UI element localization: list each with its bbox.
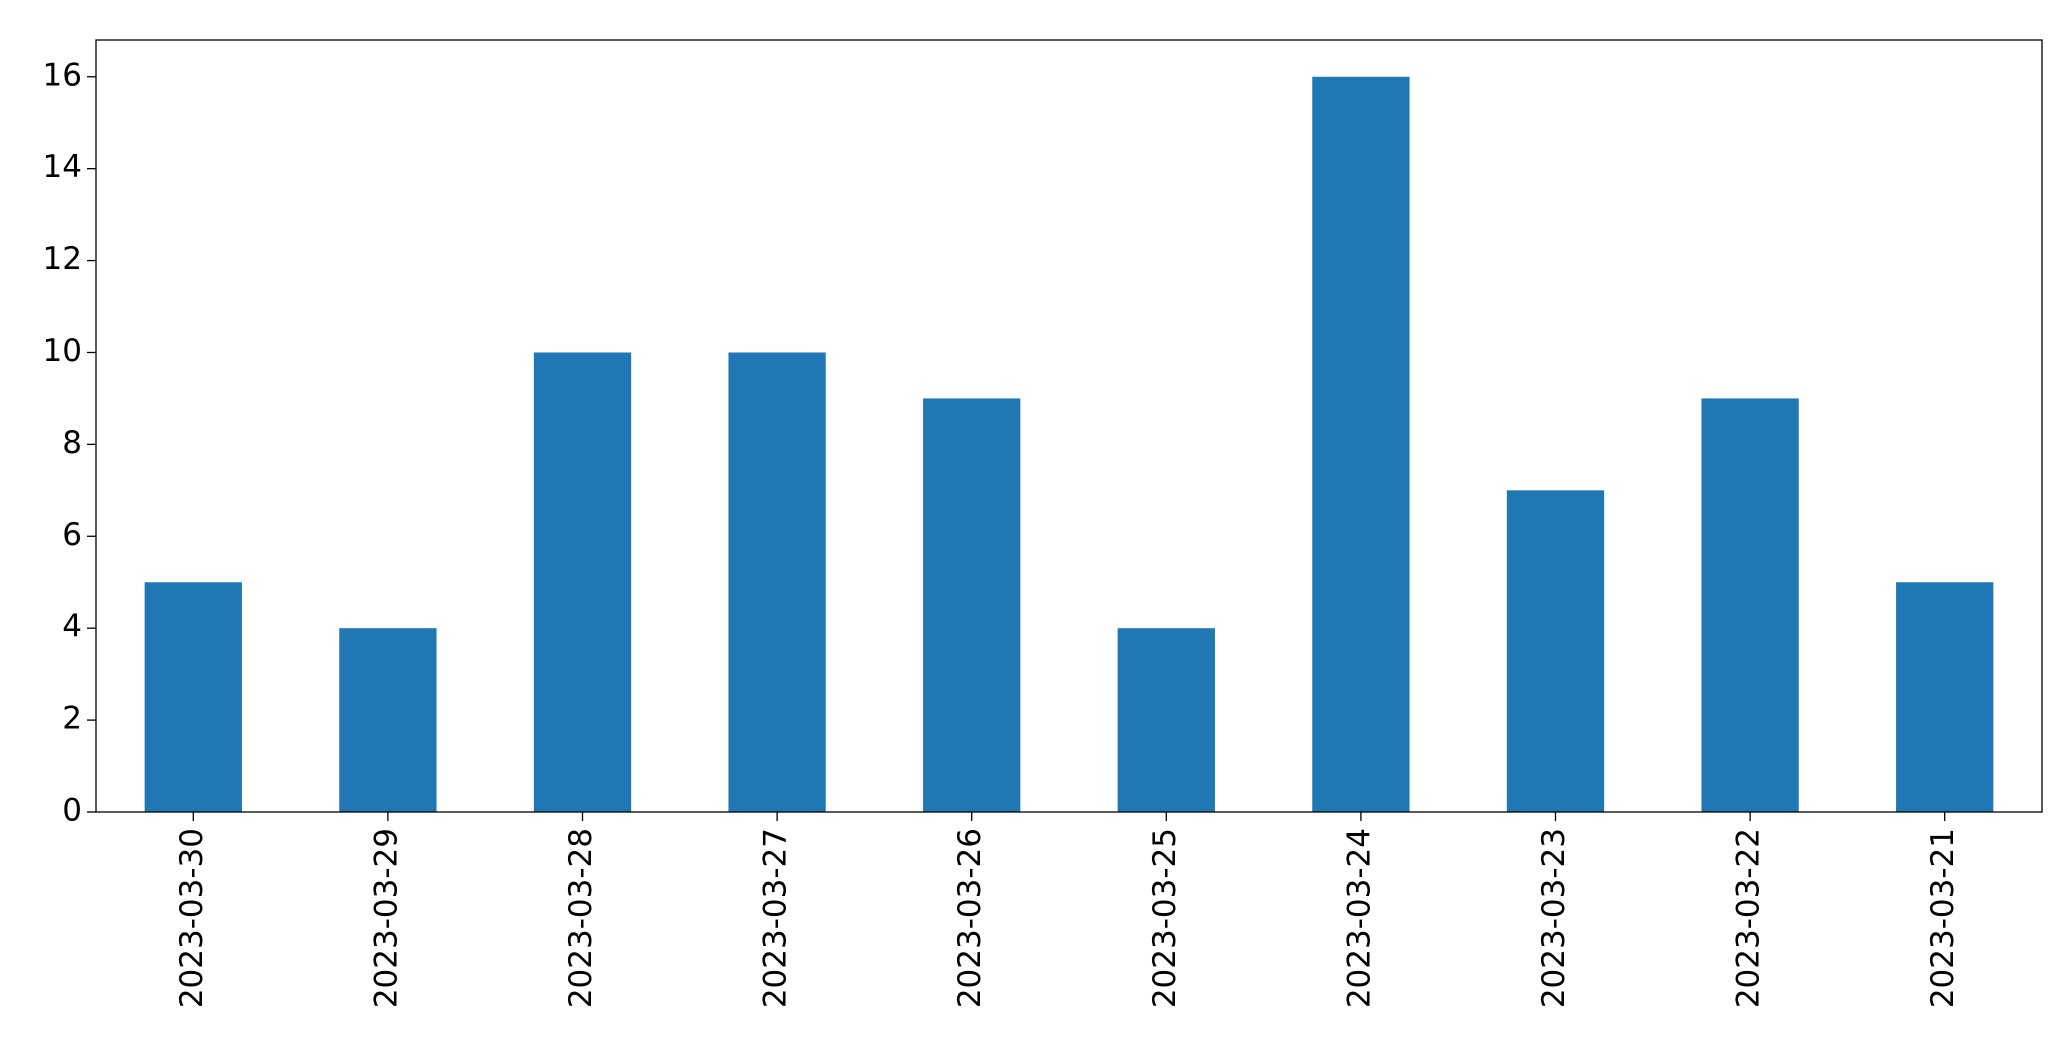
x-tick-label: 2023-03-26	[952, 828, 988, 1008]
bar	[923, 398, 1021, 812]
y-tick-label: 12	[43, 241, 82, 277]
plot-frame	[95, 39, 2043, 813]
x-tick-label: 2023-03-23	[1536, 828, 1572, 1008]
x-tick-label: 2023-03-21	[1925, 828, 1961, 1008]
x-tick-label: 2023-03-27	[758, 828, 794, 1008]
y-tick-label: 2	[62, 701, 82, 737]
y-tick-label: 10	[43, 333, 82, 369]
bar	[1506, 490, 1605, 812]
bar	[1896, 582, 1994, 812]
bar	[1701, 398, 1799, 812]
bar	[1312, 76, 1410, 812]
bar	[728, 352, 826, 812]
y-tick-label: 16	[43, 57, 82, 93]
y-tick-label: 0	[62, 793, 82, 829]
x-tick-label: 2023-03-24	[1341, 828, 1377, 1008]
bar	[339, 628, 437, 812]
x-tick-label: 2023-03-25	[1147, 828, 1183, 1008]
y-tick-label: 8	[62, 425, 82, 461]
x-tick-label: 2023-03-29	[368, 828, 404, 1008]
bar	[144, 582, 242, 812]
bar	[533, 352, 632, 812]
x-tick-label: 2023-03-28	[563, 828, 599, 1008]
bar	[1117, 628, 1215, 812]
x-tick-label: 2023-03-22	[1731, 828, 1767, 1008]
y-tick-label: 4	[62, 609, 82, 645]
y-tick-label: 6	[62, 517, 82, 553]
y-tick-label: 14	[43, 149, 82, 185]
x-tick-label: 2023-03-30	[174, 828, 210, 1008]
